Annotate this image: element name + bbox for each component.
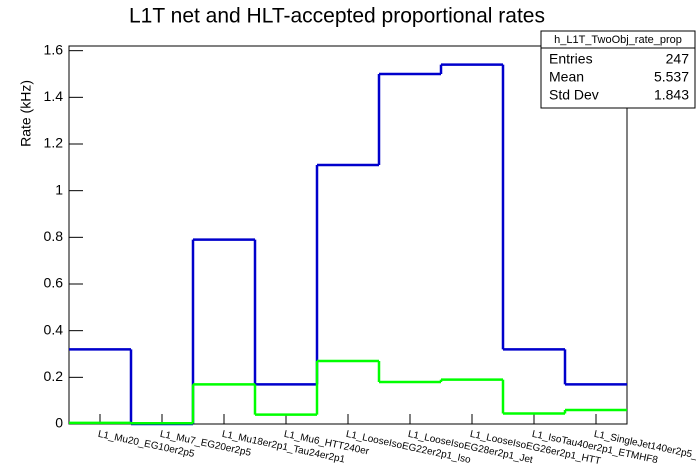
stats-box: h_L1T_TwoObj_rate_prop Entries 247 Mean … — [44, 30, 696, 467]
stats-frame — [540, 30, 696, 109]
y-tick-label: 0.2 — [44, 368, 64, 384]
chart-title: L1T net and HLT-accepted proportional ra… — [129, 5, 545, 28]
stats-key: Entries — [549, 51, 593, 67]
y-tick-label: 1.2 — [44, 135, 64, 151]
stats-value: 5.537 — [654, 69, 689, 85]
y-tick-label: 0 — [55, 415, 63, 431]
y-tick-label: 0.8 — [44, 228, 64, 244]
stats-key: Mean — [549, 69, 584, 85]
y-tick-label: 1.6 — [44, 41, 64, 57]
stats-title: h_L1T_TwoObj_rate_prop — [554, 34, 682, 46]
stats-key: Std Dev — [549, 87, 599, 103]
y-axis-label: Rate (kHz) — [18, 80, 34, 147]
y-tick-label: 1 — [55, 181, 63, 197]
stats-value: 247 — [666, 51, 690, 67]
y-tick-label: 0.4 — [44, 321, 64, 337]
stats-value: 1.843 — [654, 87, 689, 103]
y-tick-label: 1.4 — [44, 88, 64, 104]
y-tick-label: 0.6 — [44, 275, 64, 291]
